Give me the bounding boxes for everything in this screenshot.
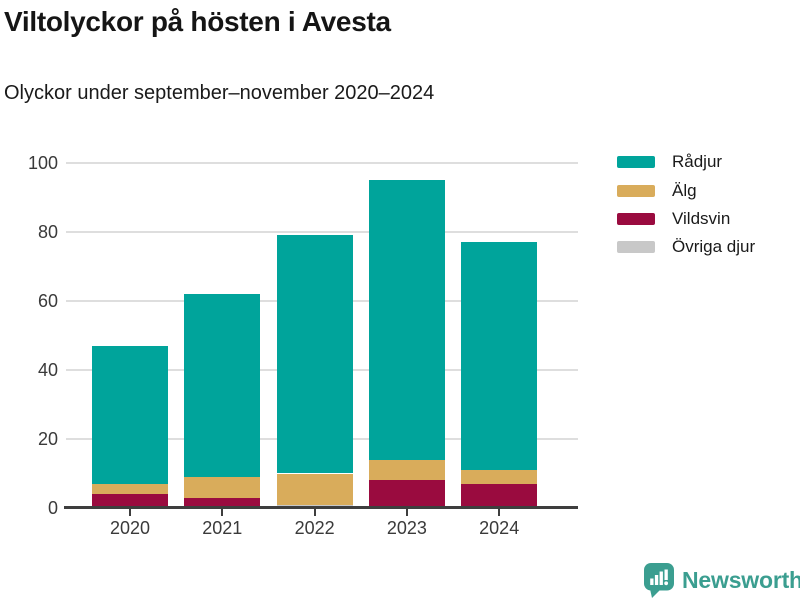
y-axis-tick-label: 60 — [37, 291, 58, 311]
x-axis-tick — [313, 509, 316, 516]
bar-segment-2024--lg — [461, 470, 538, 484]
gridline — [66, 231, 578, 233]
x-axis-label: 2021 — [202, 518, 243, 538]
bar-segment-2024-vildsvin — [461, 483, 538, 508]
y-axis-tick-label: 0 — [47, 498, 58, 518]
legend-label-r-djur: Rådjur — [672, 152, 723, 172]
legend-label-vildsvin: Vildsvin — [672, 208, 731, 228]
bar-segment-2020-r-djur — [92, 345, 168, 484]
bar-segment-2023--lg — [368, 459, 445, 481]
bar-segment-2020-vildsvin — [92, 494, 168, 508]
legend-item--lg: Älg — [617, 176, 755, 204]
bar-segment-2021-vildsvin — [184, 497, 261, 508]
legend-swatch-vildsvin — [617, 212, 655, 225]
newsworthy-icon — [644, 563, 674, 598]
legend-label--vriga-djur: Övriga djur — [672, 237, 756, 257]
legend-item-vildsvin: Vildsvin — [617, 205, 755, 233]
bar-segment-2021-r-djur — [184, 294, 261, 477]
brand-logo: Newsworthy — [643, 562, 800, 599]
x-axis-label: 2022 — [294, 518, 335, 538]
bar-segment-2022-r-djur — [276, 235, 353, 474]
x-axis-label: 2023 — [386, 518, 427, 538]
legend: Rådjur Älg Vildsvin Övriga djur — [617, 148, 755, 262]
gridline — [66, 162, 578, 164]
legend-label--lg: Älg — [672, 180, 697, 200]
bar-segment-2021--lg — [184, 476, 261, 498]
x-axis-tick — [129, 509, 131, 516]
bar-segment-2024-r-djur — [461, 242, 538, 471]
x-axis-label: 2024 — [479, 518, 520, 538]
y-axis-tick-label: 40 — [37, 360, 58, 380]
x-axis-tick — [405, 509, 408, 516]
legend-swatch-r-djur — [617, 156, 655, 169]
chart-subtitle: Olyckor under september–november 2020–20… — [4, 82, 435, 104]
chart-title: Viltolyckor på hösten i Avesta — [4, 6, 391, 37]
legend-item-r-djur: Rådjur — [617, 148, 755, 176]
brand-name: Newsworthy — [682, 567, 800, 593]
y-axis-tick-label: 80 — [37, 222, 58, 242]
bar-segment-2022--lg — [276, 473, 353, 505]
x-axis-line — [64, 506, 578, 509]
legend-swatch--vriga-djur — [617, 241, 655, 254]
legend-swatch--lg — [617, 184, 655, 197]
x-axis-tick — [498, 509, 501, 516]
bar-segment-2023-vildsvin — [368, 480, 445, 508]
y-axis-tick-label: 20 — [37, 429, 58, 449]
y-axis-tick-label: 100 — [27, 153, 58, 173]
bar-segment-2020--lg — [92, 483, 168, 495]
x-axis-tick — [221, 509, 224, 516]
legend-item--vriga-djur: Övriga djur — [617, 233, 755, 261]
bar-segment-2023-r-djur — [368, 180, 445, 460]
x-axis-label: 2020 — [109, 518, 151, 538]
